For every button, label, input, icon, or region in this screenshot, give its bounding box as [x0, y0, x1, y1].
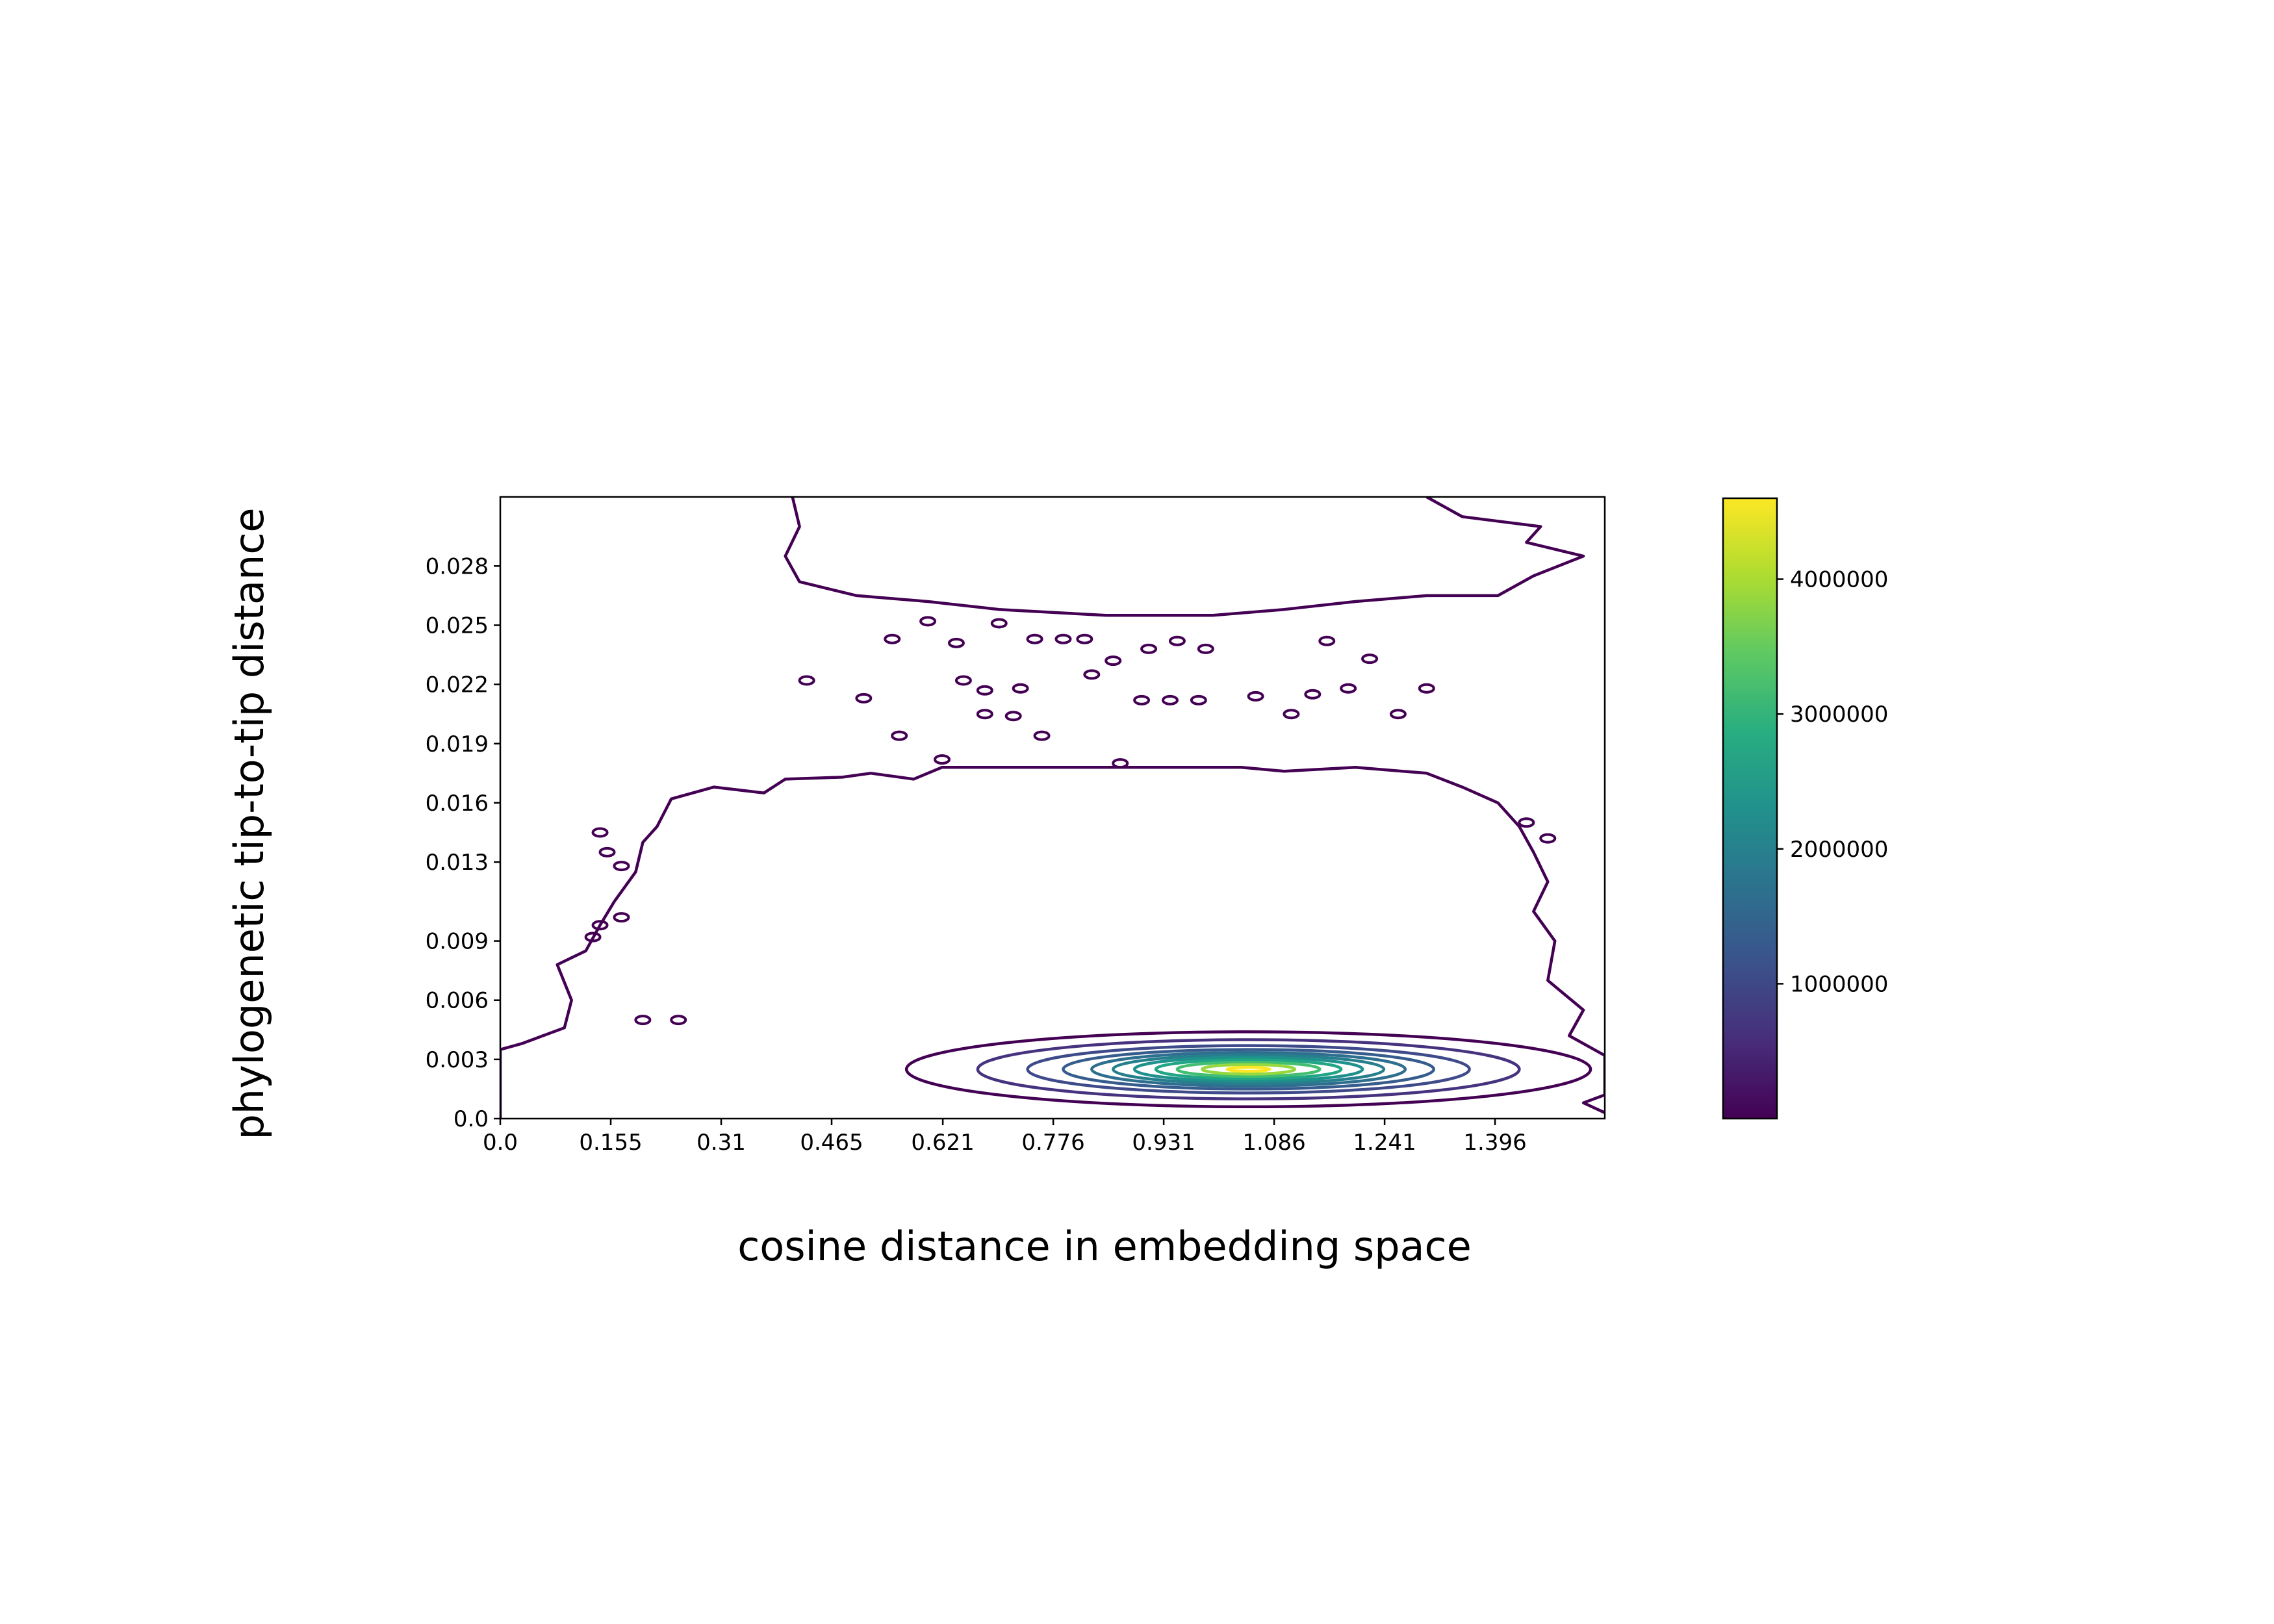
y-tick-label: 0.013 [426, 850, 489, 876]
contour-island [855, 692, 873, 704]
x-tick-label: 1.241 [1353, 1130, 1416, 1156]
x-axis: 0.0 0.155 0.31 0.465 0.621 0.776 0.931 1.086 1.2… [483, 1119, 1527, 1156]
contour-island [613, 912, 630, 923]
y-tick-label: 0.022 [426, 672, 489, 698]
colorbar-tick-label: 1000000 [1790, 971, 1888, 997]
density-contour [976, 1038, 1521, 1100]
contour-island [1105, 655, 1122, 666]
contour-island [634, 1015, 652, 1026]
y-tick-label: 0.006 [426, 988, 489, 1014]
contour-island [1012, 683, 1029, 694]
contour-island [1054, 633, 1072, 644]
x-tick-label: 0.31 [696, 1130, 746, 1156]
contour-island [1033, 730, 1051, 741]
x-tick-label: 1.086 [1242, 1130, 1305, 1156]
contour-island [591, 827, 609, 838]
x-tick-label: 0.0 [483, 1130, 518, 1156]
contour-island [1304, 689, 1322, 700]
x-axis-title: cosine distance in embedding space [737, 1223, 1472, 1270]
contour-island [591, 920, 609, 931]
x-tick-label: 0.931 [1132, 1130, 1195, 1156]
contour-island [1539, 833, 1557, 844]
colorbar-tick-label: 4000000 [1790, 567, 1888, 593]
density-contour [904, 1030, 1592, 1109]
contour-island [1518, 817, 1535, 828]
contour-island [934, 754, 951, 765]
y-axis: 0.0 0.003 0.006 0.009 0.013 0.016 0.019 0.022 0.… [426, 553, 500, 1132]
y-tick-label: 0.0 [454, 1106, 489, 1132]
y-axis-title: phylogenetic tip-to-tip distance [225, 507, 273, 1139]
contour-island [891, 730, 908, 741]
x-tick-label: 0.621 [911, 1130, 974, 1156]
y-tick-label: 0.025 [426, 613, 489, 639]
contour-island [884, 633, 901, 644]
contour-island [990, 618, 1008, 629]
density-contour [1175, 1060, 1322, 1078]
colorbar: 1000000 2000000 3000000 4000000 [1722, 497, 1888, 1120]
contour-island [1004, 711, 1022, 722]
x-tick-label: 0.465 [800, 1130, 863, 1156]
contour-island [598, 846, 616, 857]
colorbar-ticks: 1000000 2000000 3000000 4000000 [1777, 567, 1888, 997]
contour-island [919, 616, 937, 627]
contour-island [1190, 694, 1207, 705]
x-tick-label: 0.776 [1021, 1130, 1084, 1156]
density-contour [1225, 1065, 1271, 1073]
x-tick-label: 0.155 [579, 1130, 642, 1156]
contour-island [1026, 633, 1043, 644]
contour-island [1161, 694, 1179, 705]
colorbar-tick-label: 2000000 [1790, 837, 1888, 863]
contour-island [1361, 653, 1379, 665]
contour-island [670, 1015, 687, 1026]
contour-island [1140, 643, 1158, 654]
density-contour [1111, 1053, 1386, 1085]
contour-island [976, 709, 993, 720]
contour-island [976, 685, 993, 696]
contour-island [1168, 635, 1186, 646]
density-contour [1154, 1058, 1343, 1080]
density-contour [1090, 1050, 1407, 1088]
y-tick-label: 0.003 [426, 1047, 489, 1073]
y-tick-label: 0.019 [426, 731, 489, 757]
y-tick-label: 0.016 [426, 791, 489, 817]
y-tick-label: 0.009 [426, 929, 489, 955]
upper-outer-contour [784, 497, 1585, 617]
contour-island [1283, 709, 1300, 720]
density-contour [1026, 1044, 1471, 1095]
contour-island [1197, 643, 1214, 654]
contour-island [1318, 635, 1336, 646]
density-contour [1201, 1063, 1297, 1076]
contour-island [1083, 669, 1101, 680]
lower-outer-contour [500, 765, 1605, 1119]
contour-island [1247, 691, 1264, 702]
contour-island [1389, 709, 1407, 720]
contour-lines [500, 497, 1605, 1119]
contour-island [1112, 758, 1129, 769]
contour-island [1418, 683, 1435, 694]
colorbar-tick-label: 3000000 [1790, 702, 1888, 728]
colorbar-gradient [1722, 497, 1778, 1120]
contour-island [947, 637, 965, 648]
contour-island [954, 675, 972, 686]
contour-island [584, 932, 602, 943]
contour-island [798, 675, 815, 686]
y-tick-label: 0.028 [426, 553, 489, 579]
x-tick-label: 1.396 [1463, 1130, 1526, 1156]
density-contour [1062, 1048, 1436, 1091]
contour-island [1076, 633, 1093, 644]
contour-island [1340, 683, 1357, 694]
contour-island [1133, 694, 1151, 705]
density-contour [1132, 1056, 1364, 1083]
contour-island [613, 861, 630, 872]
